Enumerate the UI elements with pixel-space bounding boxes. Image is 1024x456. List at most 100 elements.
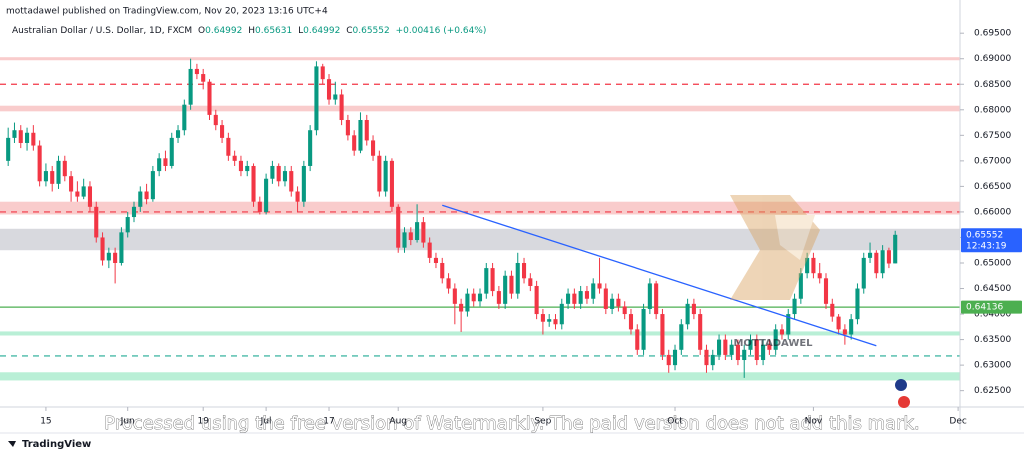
y-tick-label: 0.67500 [974,131,1011,141]
candle-body [691,303,696,315]
y-tick-label: 0.64000 [974,310,1011,320]
candle-body [672,349,678,366]
candle-body [685,303,690,325]
candle-body [125,217,130,233]
candle-body [477,293,483,302]
candle-body [823,278,829,304]
candle-body [471,293,476,302]
candle-body [113,252,118,263]
candle-body [647,283,652,309]
ohlc-letter: H [248,26,255,36]
candle-body [867,252,873,258]
flag-icon [895,379,907,391]
candle-body [622,306,627,315]
candle-body [245,165,250,172]
x-tick-label: Aug [389,417,407,427]
x-tick-label: Jun [120,417,135,427]
candle-body [773,329,778,350]
price-label-box [961,228,1022,253]
x-tick-label: Oct [667,417,683,427]
candle-body [377,155,382,192]
candle-body [679,324,684,350]
candle-body [396,206,401,248]
candle-body [886,250,891,264]
candle-body [62,160,67,177]
zone [0,372,960,381]
ohlc-value: 0.64992 [303,26,340,36]
candle-body [798,273,803,299]
y-tick-label: 0.65000 [974,258,1011,268]
candle-body [465,293,470,312]
candle-body [654,283,659,315]
candle-body [610,298,615,309]
candle-body [635,329,640,350]
ohlc-letter: L [298,26,303,36]
price-countdown: 12:43:19 [966,241,1007,251]
x-tick-label: 19 [197,417,209,427]
candle-body [415,222,420,241]
zone [0,57,960,61]
logo-shape [775,215,815,260]
x-tick-label: Dec [949,417,966,427]
candle-body [440,262,445,279]
price-label: 0.64136 [966,303,1003,313]
candle-body [735,344,740,361]
candle-body [238,160,243,172]
candle-body [364,120,369,141]
candle-body [308,130,313,166]
candle-body [836,316,841,330]
candle-body [157,158,162,172]
candle-body [547,319,552,322]
candle-body [484,268,489,294]
candle-body [169,137,174,166]
zone [0,201,960,215]
y-tick-label: 0.68500 [974,80,1011,90]
y-tick-label: 0.64500 [974,284,1011,294]
candle-body [666,354,671,366]
candle-body [521,262,527,279]
candle-body [43,171,48,182]
candle-body [100,237,105,261]
candle-body [591,283,596,299]
author-logo [730,195,820,300]
candle-body [849,319,854,335]
candle-body [301,165,306,202]
trendline [442,204,877,347]
symbol: Australian Dollar / U.S. Dollar, 1D, FXC… [12,26,192,36]
candle-body [358,120,363,151]
candle-body [628,314,634,330]
price-label-box [961,300,1022,314]
candle-body [761,344,766,361]
candle-body [698,314,703,350]
tv-logo-icon [8,441,16,447]
ohlc-letter: C [346,26,352,36]
candle-body [723,339,728,355]
x-tick-label: 15 [40,417,51,427]
candle-body [226,137,231,156]
candle-body [220,125,225,138]
y-tick-label: 0.69000 [974,54,1011,64]
candle-body [893,234,898,264]
candle-body [811,257,816,274]
zone [0,331,960,336]
candle-body [742,349,747,361]
candle-body [779,329,785,335]
y-tick-label: 0.66000 [974,207,1011,217]
candle-body [855,288,860,320]
candle-body [729,344,734,355]
price-label: 0.65552 [966,230,1003,240]
candle-body [402,232,407,248]
candle-body [201,74,206,82]
x-tick-label: 17 [323,417,334,427]
candle-body [805,257,810,274]
candle-body [18,130,23,143]
candle-body [540,314,545,322]
candle-body [289,171,294,192]
candle-body [94,206,99,238]
candle-body [717,339,722,355]
candle-body [710,354,715,366]
candle-body [320,66,325,80]
candle-body [754,339,759,361]
legend-line: Australian Dollar / U.S. Dollar, 1D, FXC… [12,26,486,36]
candle-body [131,206,137,218]
